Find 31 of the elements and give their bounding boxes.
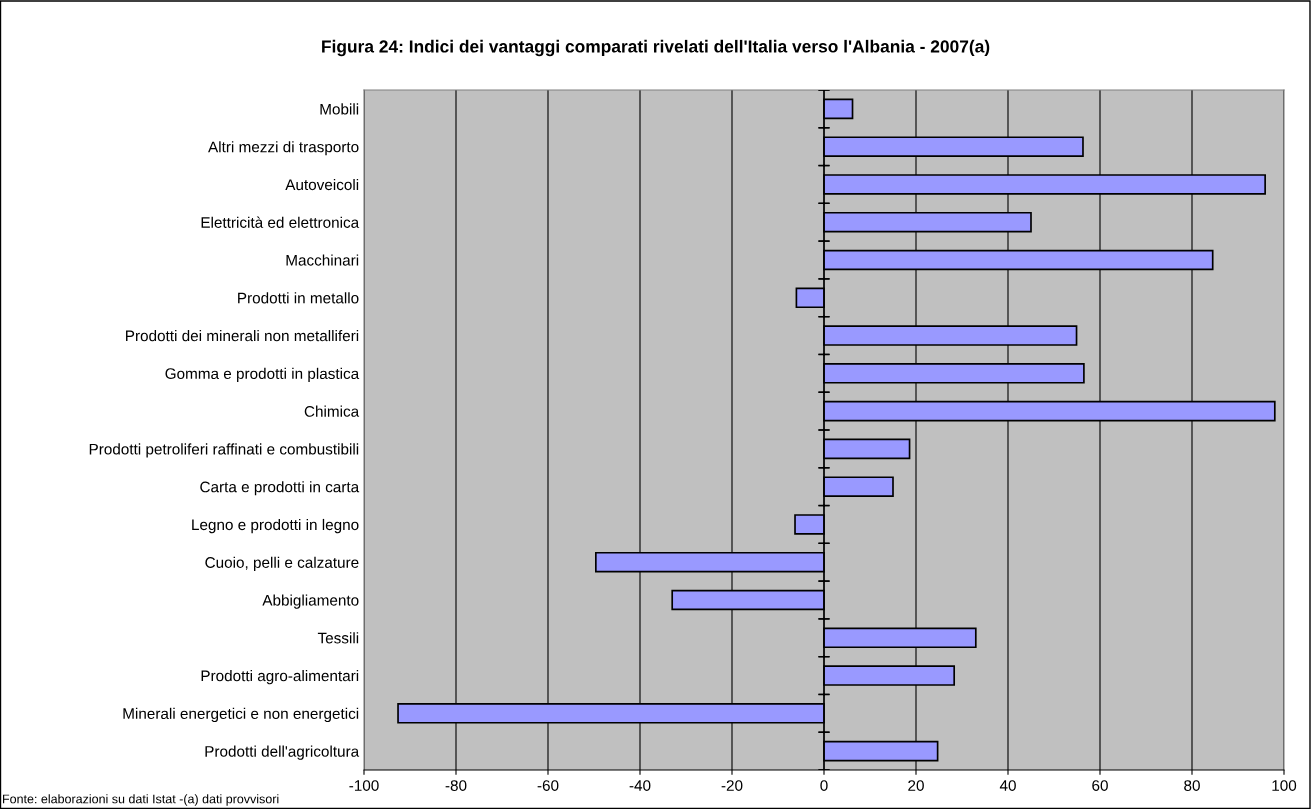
y-tick-label: Prodotti in metallo [238, 292, 359, 304]
y-tick-label: Mobili [320, 103, 359, 115]
x-tick-label: 40 [999, 780, 1016, 791]
chart-title: Figura 24: Indici dei vantaggi comparati rivelati dell'Italia verso l'Albania - 2007(a) [322, 39, 990, 57]
y-tick-label: Prodotti agro-alimentari [201, 670, 359, 685]
y-tick-label: Tessili [317, 632, 359, 644]
source-note: Fonte: elaborazioni su dati Istat -(a) dati provvisori [3, 794, 279, 806]
x-tick-label: 60 [1092, 780, 1108, 791]
y-tick-label: Prodotti petroliferi raffinati e combustibili [89, 443, 359, 458]
y-tick-label: Chimica [304, 405, 360, 417]
y-tick-label: Legno e prodotti in legno [192, 518, 359, 534]
y-tick-label: Autoveicoli [285, 178, 359, 191]
y-tick-label: Cuoio, pelli e calzature [205, 556, 359, 571]
y-tick-label: Carta e prodotti in carta [200, 481, 360, 496]
x-tick-label: -100 [349, 780, 379, 791]
y-tick-label: Minerali energetici e non energetici [123, 707, 359, 723]
x-tick-label: -40 [629, 780, 651, 791]
x-tick-label: 100 [1272, 780, 1297, 791]
y-tick-label: Prodotti dell'agricoltura [205, 745, 360, 760]
y-tick-label: Macchinari [286, 254, 359, 266]
x-tick-label: -80 [445, 780, 467, 791]
y-tick-label: Elettricità ed elettronica [201, 216, 360, 228]
x-tick-label: 0 [820, 780, 828, 791]
x-tick-label: -20 [721, 780, 743, 791]
y-tick-label: Prodotti dei minerali non metalliferi [126, 330, 359, 342]
y-tick-label: Gomma e prodotti in plastica [165, 367, 360, 383]
x-tick-label: 80 [1184, 780, 1200, 791]
x-tick-label: 20 [908, 780, 924, 791]
x-tick-label: -60 [537, 780, 559, 791]
y-tick-label: Abbigliamento [262, 594, 359, 609]
y-tick-label: Altri mezzi di trasporto [208, 141, 359, 156]
